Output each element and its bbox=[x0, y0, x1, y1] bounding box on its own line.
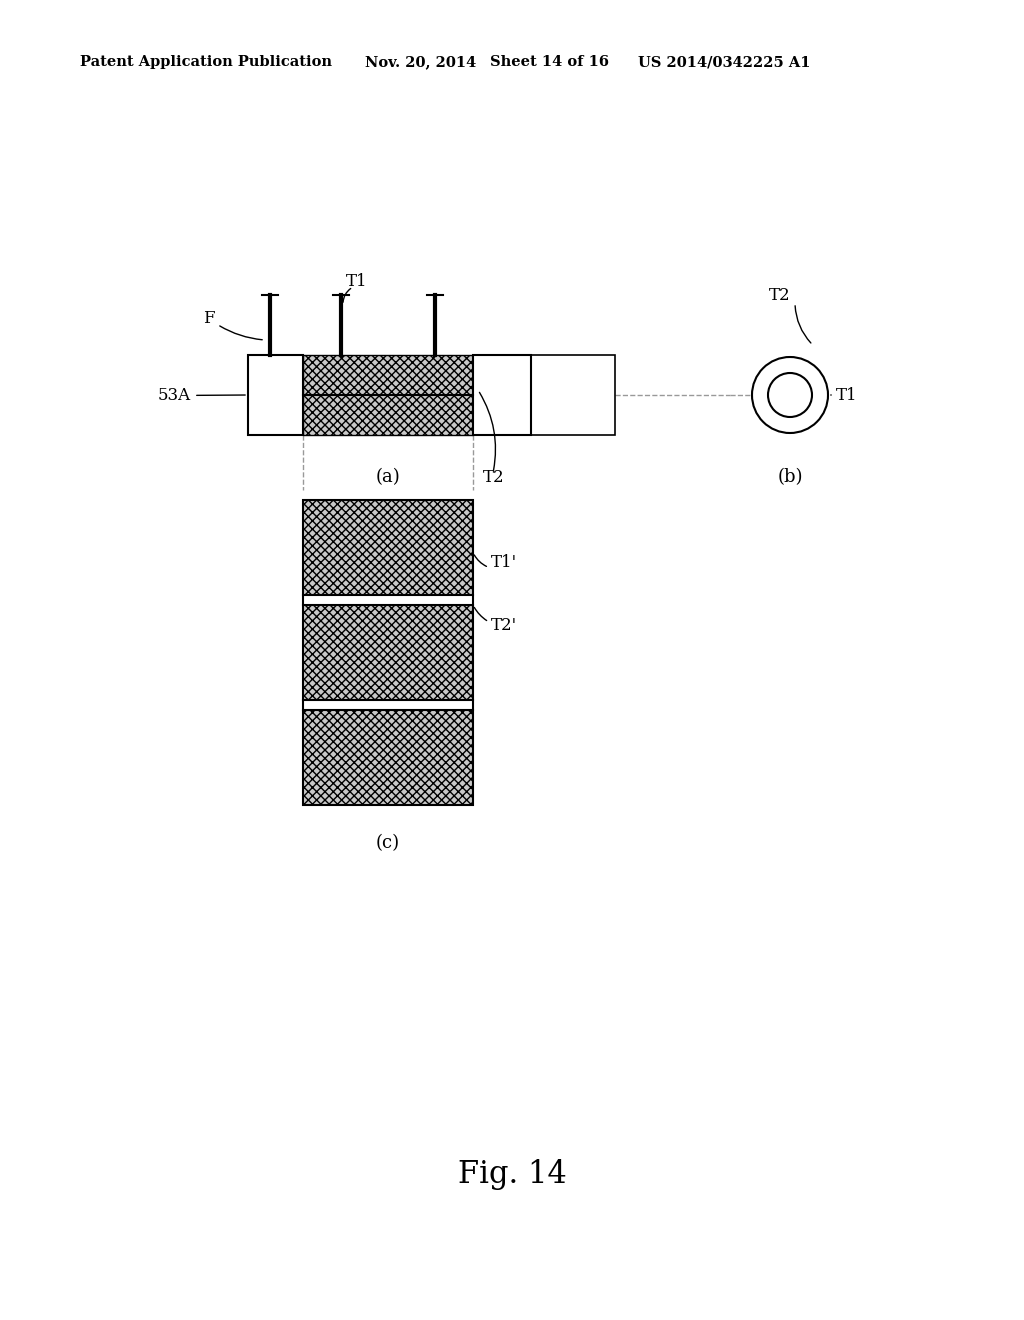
Text: (c): (c) bbox=[376, 834, 400, 851]
Bar bbox=[248, 355, 303, 436]
Text: T2: T2 bbox=[769, 286, 791, 304]
Text: 53A: 53A bbox=[158, 387, 245, 404]
Circle shape bbox=[752, 356, 828, 433]
Bar bbox=[303, 710, 473, 805]
Text: Fig. 14: Fig. 14 bbox=[458, 1159, 566, 1191]
Text: US 2014/0342225 A1: US 2014/0342225 A1 bbox=[638, 55, 811, 69]
Bar bbox=[303, 500, 473, 805]
Text: Sheet 14 of 16: Sheet 14 of 16 bbox=[490, 55, 609, 69]
Text: T1: T1 bbox=[346, 273, 368, 290]
Text: Nov. 20, 2014: Nov. 20, 2014 bbox=[365, 55, 476, 69]
Bar bbox=[303, 595, 473, 605]
Text: F: F bbox=[203, 310, 262, 339]
Text: (b): (b) bbox=[777, 469, 803, 486]
Text: T2': T2' bbox=[490, 616, 517, 634]
Text: (a): (a) bbox=[376, 469, 400, 486]
Bar bbox=[303, 605, 473, 700]
Circle shape bbox=[768, 374, 812, 417]
Text: T2: T2 bbox=[483, 469, 505, 486]
Text: Patent Application Publication: Patent Application Publication bbox=[80, 55, 332, 69]
Bar bbox=[473, 355, 531, 436]
Bar bbox=[303, 355, 473, 436]
Bar bbox=[303, 500, 473, 595]
Bar bbox=[531, 355, 615, 436]
Text: T1: T1 bbox=[836, 387, 858, 404]
Bar bbox=[303, 700, 473, 710]
Text: T1': T1' bbox=[490, 554, 517, 572]
